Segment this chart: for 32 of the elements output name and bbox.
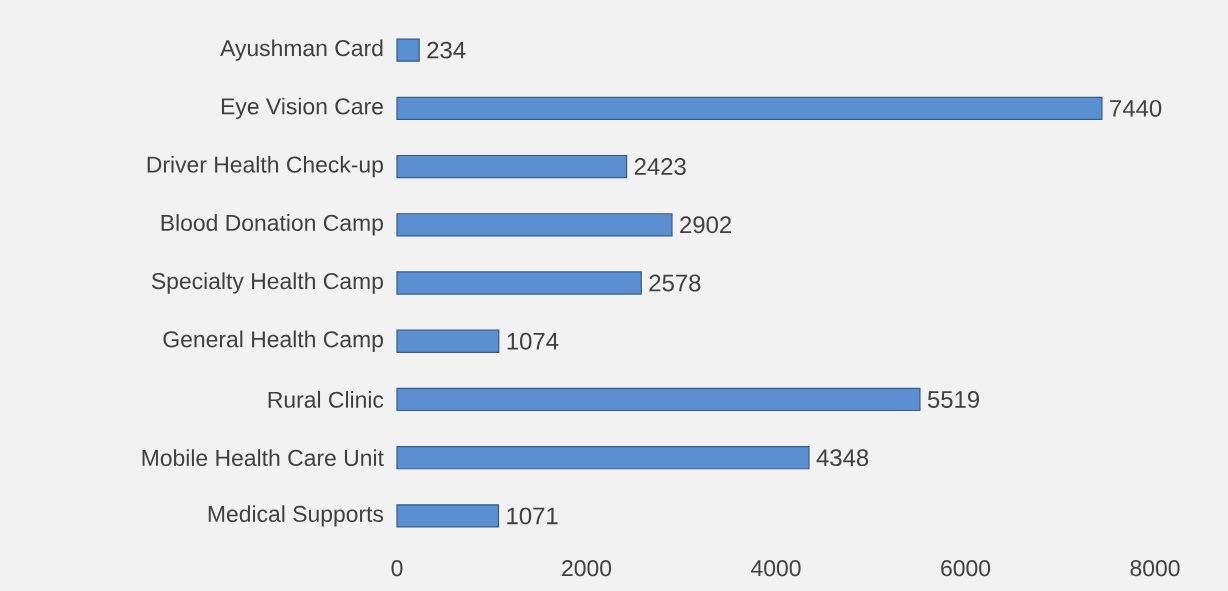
- y-tick-label: Eye Vision Care: [221, 97, 383, 120]
- data-label: 4348: [816, 449, 869, 467]
- bar: [396, 213, 673, 237]
- y-tick-label: Mobile Health Care Unit: [142, 449, 384, 467]
- bar: [396, 329, 500, 353]
- data-label: 2902: [680, 216, 731, 234]
- data-label: 1071: [507, 507, 558, 525]
- bar: [396, 271, 642, 295]
- data-label: 5519: [927, 391, 980, 408]
- bar: [396, 446, 810, 470]
- x-tick-label: 0: [391, 560, 403, 577]
- y-tick-label: Rural Clinic: [268, 391, 384, 408]
- data-label: 234: [427, 41, 466, 59]
- data-label: 7440: [1110, 99, 1162, 117]
- bar: [396, 38, 420, 62]
- x-tick-label: 4000: [751, 560, 801, 577]
- y-tick-label: Driver Health Check-up: [147, 155, 383, 178]
- y-tick-label: General Health Camp: [163, 330, 383, 352]
- data-label: 2423: [634, 158, 686, 176]
- bar: [396, 387, 921, 412]
- bar: [396, 154, 628, 179]
- y-tick-label: Ayushman Card: [220, 39, 383, 61]
- y-tick-label: Blood Donation Camp: [161, 214, 383, 236]
- x-tick-label: 6000: [941, 560, 991, 577]
- bar: [396, 96, 1103, 121]
- y-tick-label: Medical Supports: [208, 505, 384, 527]
- data-label: 2578: [649, 274, 701, 292]
- data-label: 1074: [507, 332, 559, 350]
- bar: [396, 504, 500, 528]
- x-tick-label: 2000: [562, 560, 612, 577]
- y-tick-label: Specialty Health Camp: [151, 272, 383, 294]
- x-tick-label: 8000: [1130, 560, 1180, 577]
